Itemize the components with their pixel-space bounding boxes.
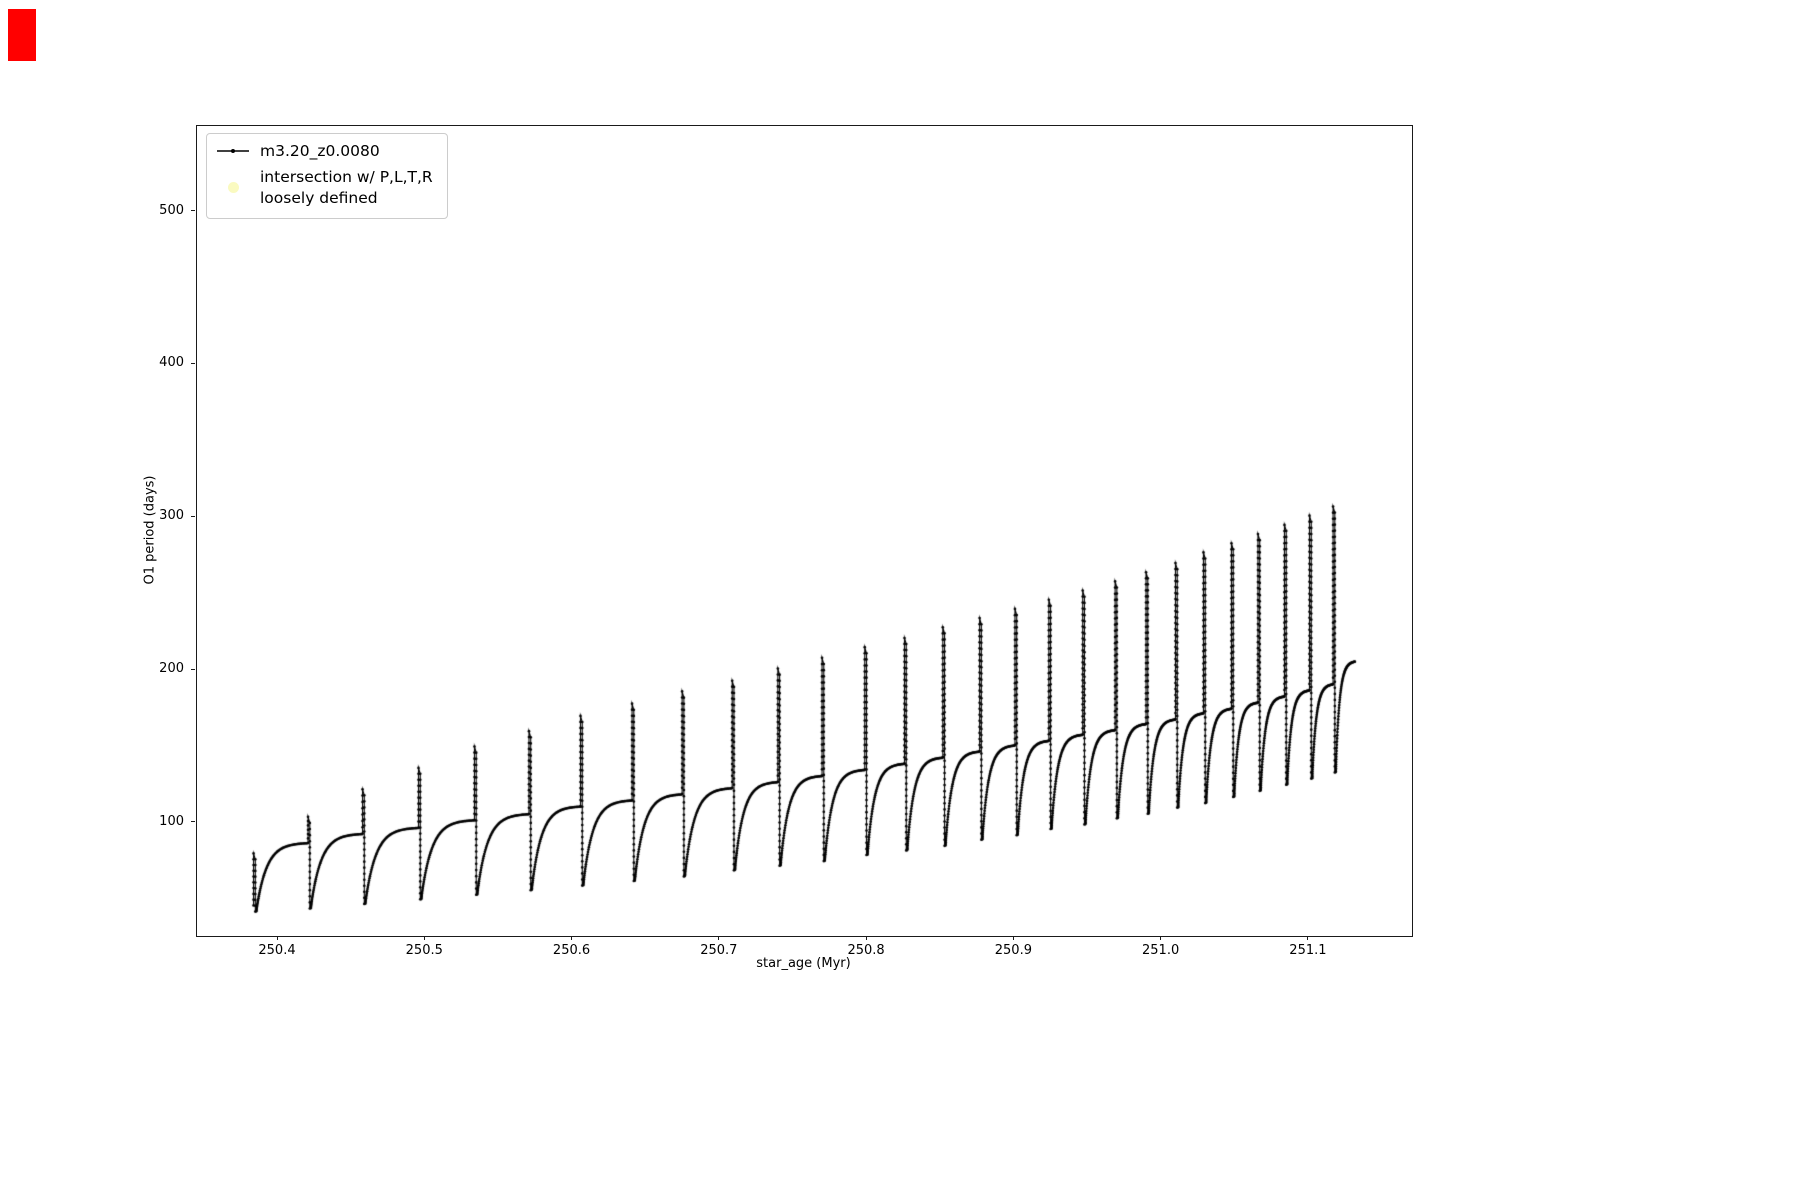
y-tick-mark bbox=[191, 821, 195, 823]
legend: m3.20_z0.0080 intersection w/ P,L,T,R lo… bbox=[206, 133, 448, 219]
x-axis-label: star_age (Myr) bbox=[756, 956, 851, 971]
x-tick-label: 250.6 bbox=[552, 943, 591, 958]
y-tick-label: 500 bbox=[159, 202, 184, 218]
y-tick-mark bbox=[191, 210, 195, 212]
x-tick-mark bbox=[571, 936, 573, 940]
x-tick-mark bbox=[276, 936, 278, 940]
x-tick-label: 250.5 bbox=[405, 943, 443, 958]
y-tick-mark bbox=[191, 668, 195, 670]
x-tick-mark bbox=[1307, 936, 1309, 940]
y-tick-label: 200 bbox=[159, 661, 184, 677]
x-tick-mark bbox=[423, 936, 425, 940]
y-tick-label: 400 bbox=[159, 355, 184, 371]
x-tick-label: 251.1 bbox=[1289, 943, 1327, 958]
x-tick-label: 250.7 bbox=[700, 943, 738, 958]
x-tick-label: 250.8 bbox=[847, 943, 885, 958]
legend-line-marker bbox=[215, 144, 251, 158]
legend-label-intersection: intersection w/ P,L,T,R loosely defined bbox=[260, 167, 433, 207]
x-tick-label: 251.0 bbox=[1142, 943, 1180, 958]
y-tick-mark bbox=[191, 515, 195, 517]
y-axis-label: O1 period (days) bbox=[142, 475, 158, 585]
axes-area: m3.20_z0.0080 intersection w/ P,L,T,R lo… bbox=[196, 125, 1413, 937]
x-tick-mark bbox=[1160, 936, 1162, 940]
legend-label-series: m3.20_z0.0080 bbox=[260, 142, 380, 160]
x-tick-label: 250.4 bbox=[258, 943, 296, 958]
legend-entry-series: m3.20_z0.0080 bbox=[215, 141, 433, 162]
legend-entry-intersection: intersection w/ P,L,T,R loosely defined bbox=[215, 167, 433, 209]
x-tick-mark bbox=[865, 936, 867, 940]
y-tick-label: 100 bbox=[159, 813, 184, 829]
legend-dot-marker bbox=[227, 182, 239, 194]
red-corner-marker bbox=[8, 9, 36, 61]
x-tick-mark bbox=[718, 936, 720, 940]
plot-canvas bbox=[197, 126, 1412, 936]
y-tick-mark bbox=[191, 362, 195, 364]
x-tick-mark bbox=[1012, 936, 1014, 940]
y-tick-label: 300 bbox=[159, 508, 184, 524]
x-tick-label: 250.9 bbox=[994, 943, 1032, 958]
